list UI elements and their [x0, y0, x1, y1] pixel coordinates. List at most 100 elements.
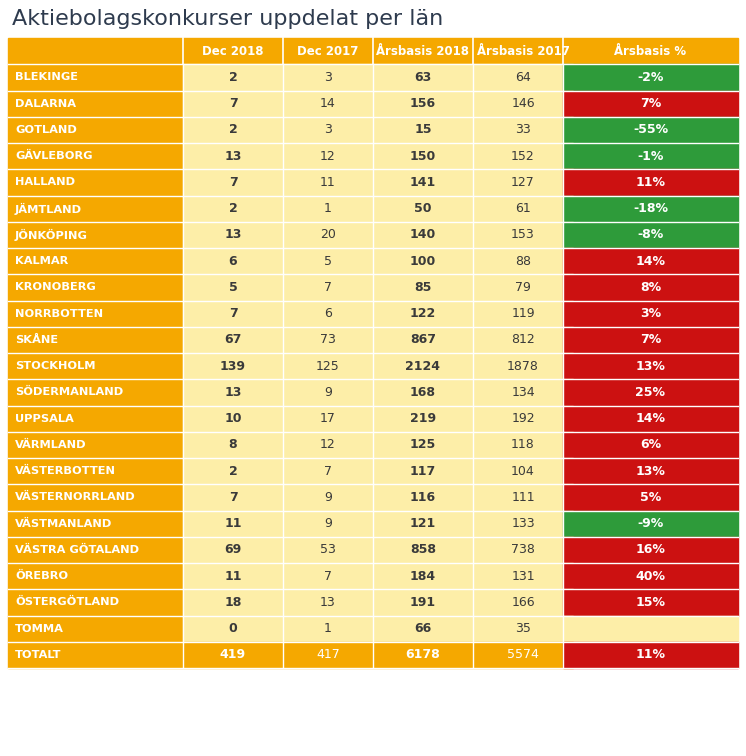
Bar — [473, 169, 573, 196]
Text: Årsbasis %: Årsbasis % — [615, 45, 686, 57]
Bar — [283, 432, 373, 458]
Text: 140: 140 — [410, 228, 436, 241]
Text: 13%: 13% — [636, 360, 665, 373]
Bar — [283, 380, 373, 405]
Text: 858: 858 — [410, 544, 436, 556]
Bar — [283, 642, 373, 668]
Text: 11%: 11% — [636, 176, 665, 189]
Text: VÄSTRA GÖTALAND: VÄSTRA GÖTALAND — [15, 545, 139, 555]
Text: 25%: 25% — [636, 386, 665, 399]
Bar — [563, 458, 738, 485]
Text: 7%: 7% — [640, 97, 661, 110]
Text: 8%: 8% — [640, 281, 661, 294]
Bar — [183, 196, 283, 222]
Text: 14%: 14% — [636, 255, 665, 268]
Bar — [373, 458, 473, 485]
Text: 168: 168 — [410, 386, 436, 399]
Text: UPPSALA: UPPSALA — [15, 414, 74, 423]
Bar — [373, 380, 473, 405]
Bar — [473, 642, 573, 668]
Text: Dec 2017: Dec 2017 — [298, 45, 359, 57]
Bar — [283, 91, 373, 116]
Bar — [473, 563, 573, 589]
Bar — [373, 222, 473, 248]
Bar — [563, 274, 738, 300]
Bar — [373, 485, 473, 510]
Bar — [563, 432, 738, 458]
Text: 738: 738 — [511, 544, 535, 556]
Bar — [373, 116, 473, 143]
Bar — [183, 485, 283, 510]
Bar — [563, 353, 738, 380]
Text: TOMMA: TOMMA — [15, 624, 64, 634]
Bar — [563, 143, 738, 169]
Bar — [183, 169, 283, 196]
Bar — [473, 589, 573, 615]
Text: KALMAR: KALMAR — [15, 256, 68, 266]
Text: 100: 100 — [410, 255, 436, 268]
Text: 184: 184 — [410, 569, 436, 583]
Bar — [373, 300, 473, 327]
Text: 5: 5 — [228, 281, 237, 294]
Text: 50: 50 — [414, 202, 432, 215]
Bar — [183, 589, 283, 615]
Text: 131: 131 — [511, 569, 535, 583]
Text: HALLAND: HALLAND — [15, 178, 75, 187]
Text: STOCKHOLM: STOCKHOLM — [15, 361, 95, 371]
Bar — [183, 563, 283, 589]
Bar — [283, 537, 373, 563]
Bar — [563, 300, 738, 327]
Text: 67: 67 — [225, 333, 242, 346]
Text: 6: 6 — [229, 255, 237, 268]
Text: KRONOBERG: KRONOBERG — [15, 283, 95, 293]
Text: 13: 13 — [320, 596, 336, 609]
Bar — [283, 222, 373, 248]
Text: 8: 8 — [229, 438, 237, 451]
Text: 7: 7 — [324, 465, 332, 478]
Text: 166: 166 — [511, 596, 535, 609]
Text: 2: 2 — [228, 123, 237, 136]
Text: 111: 111 — [511, 491, 535, 504]
Text: 812: 812 — [511, 333, 535, 346]
Bar — [373, 615, 473, 642]
Bar — [563, 222, 738, 248]
Text: 3: 3 — [324, 123, 332, 136]
Text: 7: 7 — [228, 491, 237, 504]
Bar — [183, 642, 283, 668]
Text: 219: 219 — [410, 412, 436, 425]
Bar — [563, 405, 738, 432]
Text: 146: 146 — [511, 97, 535, 110]
Text: 63: 63 — [414, 71, 432, 84]
Text: 16%: 16% — [636, 544, 665, 556]
Bar — [283, 64, 373, 91]
Bar — [473, 458, 573, 485]
Bar — [8, 91, 183, 116]
Text: 139: 139 — [220, 360, 246, 373]
Text: 7: 7 — [228, 176, 237, 189]
Text: VÄSTMANLAND: VÄSTMANLAND — [15, 519, 113, 528]
Bar — [373, 248, 473, 274]
Bar — [373, 169, 473, 196]
Text: JÄMTLAND: JÄMTLAND — [15, 203, 82, 215]
Bar — [8, 563, 183, 589]
Bar — [8, 589, 183, 615]
Text: 12: 12 — [320, 150, 336, 163]
Bar — [183, 274, 283, 300]
Bar — [473, 405, 573, 432]
Text: 2: 2 — [228, 71, 237, 84]
Text: 118: 118 — [511, 438, 535, 451]
Bar — [373, 196, 473, 222]
Bar — [473, 380, 573, 405]
Text: 116: 116 — [410, 491, 436, 504]
Bar — [473, 222, 573, 248]
Text: 5%: 5% — [640, 491, 661, 504]
Text: -1%: -1% — [637, 150, 664, 163]
Bar — [283, 196, 373, 222]
Bar — [283, 248, 373, 274]
Bar — [8, 615, 183, 642]
Bar — [8, 196, 183, 222]
Text: BLEKINGE: BLEKINGE — [15, 73, 78, 82]
Bar — [8, 353, 183, 380]
Bar — [8, 300, 183, 327]
Bar — [8, 274, 183, 300]
